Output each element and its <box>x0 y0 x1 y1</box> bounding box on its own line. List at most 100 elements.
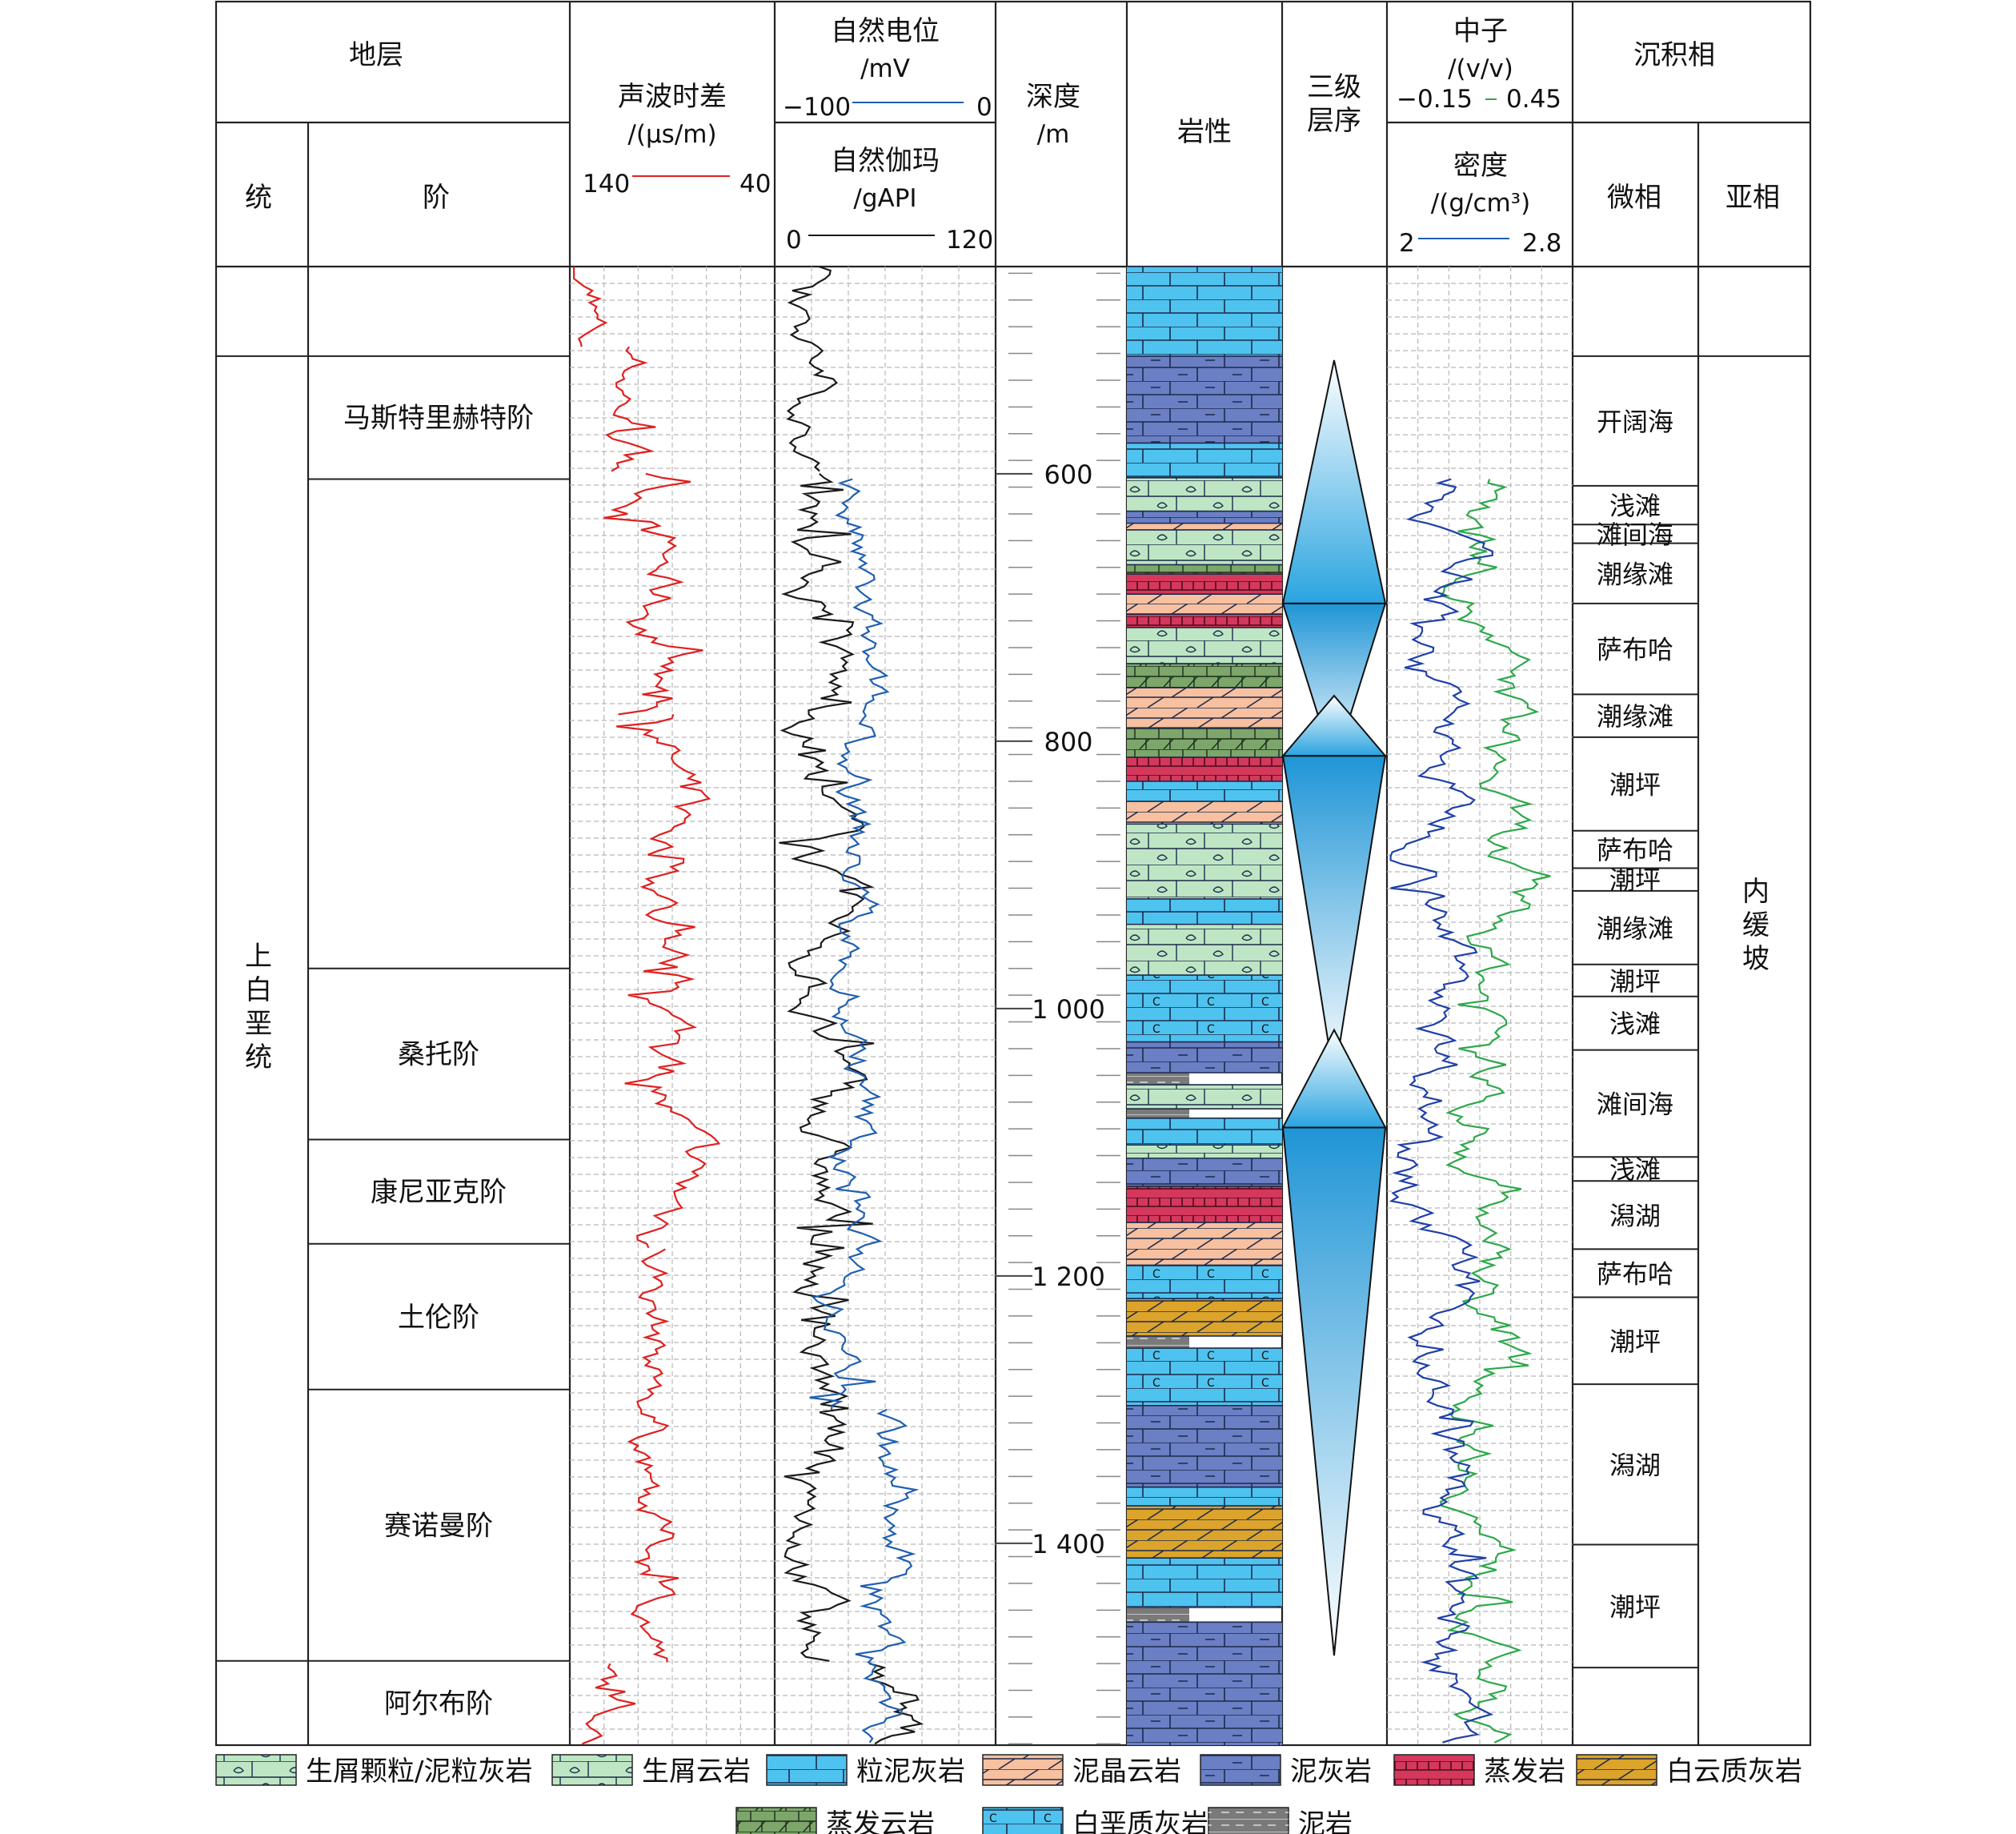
gr-curve <box>809 478 890 1410</box>
facies-columns: 开阔海浅滩滩间海潮缘滩萨布哈潮缘滩潮坪萨布哈潮坪潮缘滩潮坪浅滩滩间海浅滩潟湖萨布… <box>1573 355 1810 1669</box>
gr-unit: /gAPI <box>853 184 916 213</box>
legend-swatch-pattern <box>216 1755 296 1785</box>
stage-label: 阿尔布阶 <box>384 1688 493 1720</box>
sonic-curve <box>627 1248 679 1663</box>
gr-scale-right: 120 <box>946 226 993 255</box>
lithology-pattern <box>1127 574 1282 595</box>
legend-label: 泥晶云岩 <box>1072 1756 1181 1788</box>
microfacies-label: 潮缘滩 <box>1597 559 1673 589</box>
sonic-scale-right: 40 <box>739 170 771 199</box>
microfacies-label: 浅滩 <box>1609 1009 1661 1039</box>
lithology-pattern <box>1127 1118 1282 1146</box>
microfacies-label: 潮坪 <box>1609 1326 1661 1357</box>
depth-label: 1 000 <box>1032 994 1105 1025</box>
sonic-curve <box>605 346 656 472</box>
lithology-pattern <box>1127 267 1282 356</box>
lithology-pattern <box>1127 1405 1282 1487</box>
lithology-pattern <box>1127 1186 1282 1223</box>
microfacies-label: 潮坪 <box>1609 769 1661 800</box>
legend-item: 生屑颗粒/泥粒灰岩 <box>215 1754 532 1788</box>
sequence-transgressive-triangle <box>1281 1028 1387 1129</box>
stage-header: 阶 <box>423 182 450 214</box>
lithology-pattern <box>1127 1072 1189 1086</box>
lithology-pattern <box>1127 1265 1282 1299</box>
log-curves <box>572 265 1551 1745</box>
lithology-pattern <box>1127 1298 1282 1336</box>
microfacies-label: 萨布哈 <box>1597 635 1673 665</box>
legend-label: 泥岩 <box>1298 1808 1353 1834</box>
subfacies-header: 亚相 <box>1725 182 1780 214</box>
legend-swatch-pattern <box>983 1755 1063 1785</box>
legend-swatch-pattern <box>983 1808 1063 1834</box>
microfacies-label: 萨布哈 <box>1597 1258 1673 1289</box>
legend-swatch-pattern <box>1208 1808 1289 1834</box>
series-label-char: 上 <box>245 941 272 973</box>
neutron-scale-left: −0.15 <box>1397 85 1473 114</box>
sonic-curve <box>581 1663 636 1745</box>
sonic-curve <box>572 267 608 347</box>
neutron-title: 中子 <box>1453 15 1508 47</box>
series-label-char: 白 <box>245 974 272 1006</box>
subfacies-label-char: 内 <box>1742 876 1770 908</box>
microfacies-label: 潟湖 <box>1609 1450 1661 1480</box>
microfacies-label: 潮缘滩 <box>1597 913 1673 944</box>
legend-label: 白云质灰岩 <box>1666 1756 1802 1788</box>
legend-swatch-pattern <box>552 1755 632 1785</box>
sp-curve <box>779 472 875 1662</box>
sp-title: 自然电位 <box>831 15 940 47</box>
column-headers: 地层 统 阶 声波时差 /(μs/m) 140 40 自然电位 /mV −100… <box>245 15 1780 258</box>
microfacies-label: 浅滩 <box>1609 1154 1661 1185</box>
legend-item: 蒸发云岩 <box>735 1807 935 1834</box>
depth-column: 600 800 1 000 1 200 1 400 <box>996 272 1120 1745</box>
lithology-pattern <box>1127 1506 1282 1559</box>
series-label-char: 垩 <box>245 1008 272 1040</box>
lithology-pattern <box>1127 801 1282 825</box>
gr-curve <box>855 1408 920 1744</box>
microfacies-label: 潮缘滩 <box>1597 701 1673 732</box>
stage-label: 桑托阶 <box>398 1039 479 1071</box>
sequence-header-line1: 三级 <box>1307 71 1361 103</box>
legend-label: 白垩质灰岩 <box>1072 1808 1208 1834</box>
lithology-column <box>1127 266 1282 1745</box>
lithology-pattern <box>1127 898 1282 925</box>
legend-item: 白垩质灰岩 <box>982 1807 1208 1834</box>
lithology-pattern <box>1127 1622 1282 1745</box>
legend-item: 生屑云岩 <box>551 1754 751 1788</box>
lithology-pattern <box>1127 511 1282 524</box>
sequence-column <box>1281 359 1388 1656</box>
depth-label: 1 400 <box>1032 1529 1105 1559</box>
lithology-pattern <box>1127 594 1282 615</box>
density-title: 密度 <box>1453 150 1508 182</box>
lithology-pattern <box>1127 1109 1189 1118</box>
legend-item: 泥岩 <box>1208 1807 1353 1834</box>
sonic-curve <box>616 714 721 1249</box>
legend-label: 泥灰岩 <box>1290 1756 1372 1788</box>
lithology-pattern <box>1127 824 1282 899</box>
sonic-unit: /(μs/m) <box>627 120 716 149</box>
microfacies-label: 潮坪 <box>1609 1591 1661 1622</box>
lithology-pattern <box>1127 1085 1282 1110</box>
legend-label: 生屑云岩 <box>642 1756 751 1788</box>
lithology-pattern <box>1127 1607 1189 1623</box>
sequence-regressive-triangle <box>1281 1126 1387 1656</box>
lithology-pattern <box>1127 614 1282 628</box>
gr-scale-left: 0 <box>786 226 802 255</box>
stage-label: 赛诺曼阶 <box>384 1510 493 1542</box>
legend-label: 粒泥灰岩 <box>856 1756 965 1788</box>
legend-swatch-pattern <box>736 1808 816 1834</box>
stage-label: 土伦阶 <box>398 1302 479 1334</box>
lithology-pattern <box>1127 781 1282 801</box>
density-curve <box>1389 478 1494 1744</box>
gr-title: 自然伽玛 <box>831 145 940 177</box>
facies-header: 沉积相 <box>1633 39 1715 71</box>
sonic-scale-left: 140 <box>583 170 630 199</box>
sequence-header-line2: 层序 <box>1307 105 1361 137</box>
legend-item: 白云质灰岩 <box>1576 1754 1802 1788</box>
stage-label: 马斯特里赫特阶 <box>343 403 534 435</box>
lithology-pattern <box>1127 1158 1282 1186</box>
lithology-pattern <box>1127 1145 1282 1158</box>
lithology-pattern <box>1127 1558 1282 1607</box>
